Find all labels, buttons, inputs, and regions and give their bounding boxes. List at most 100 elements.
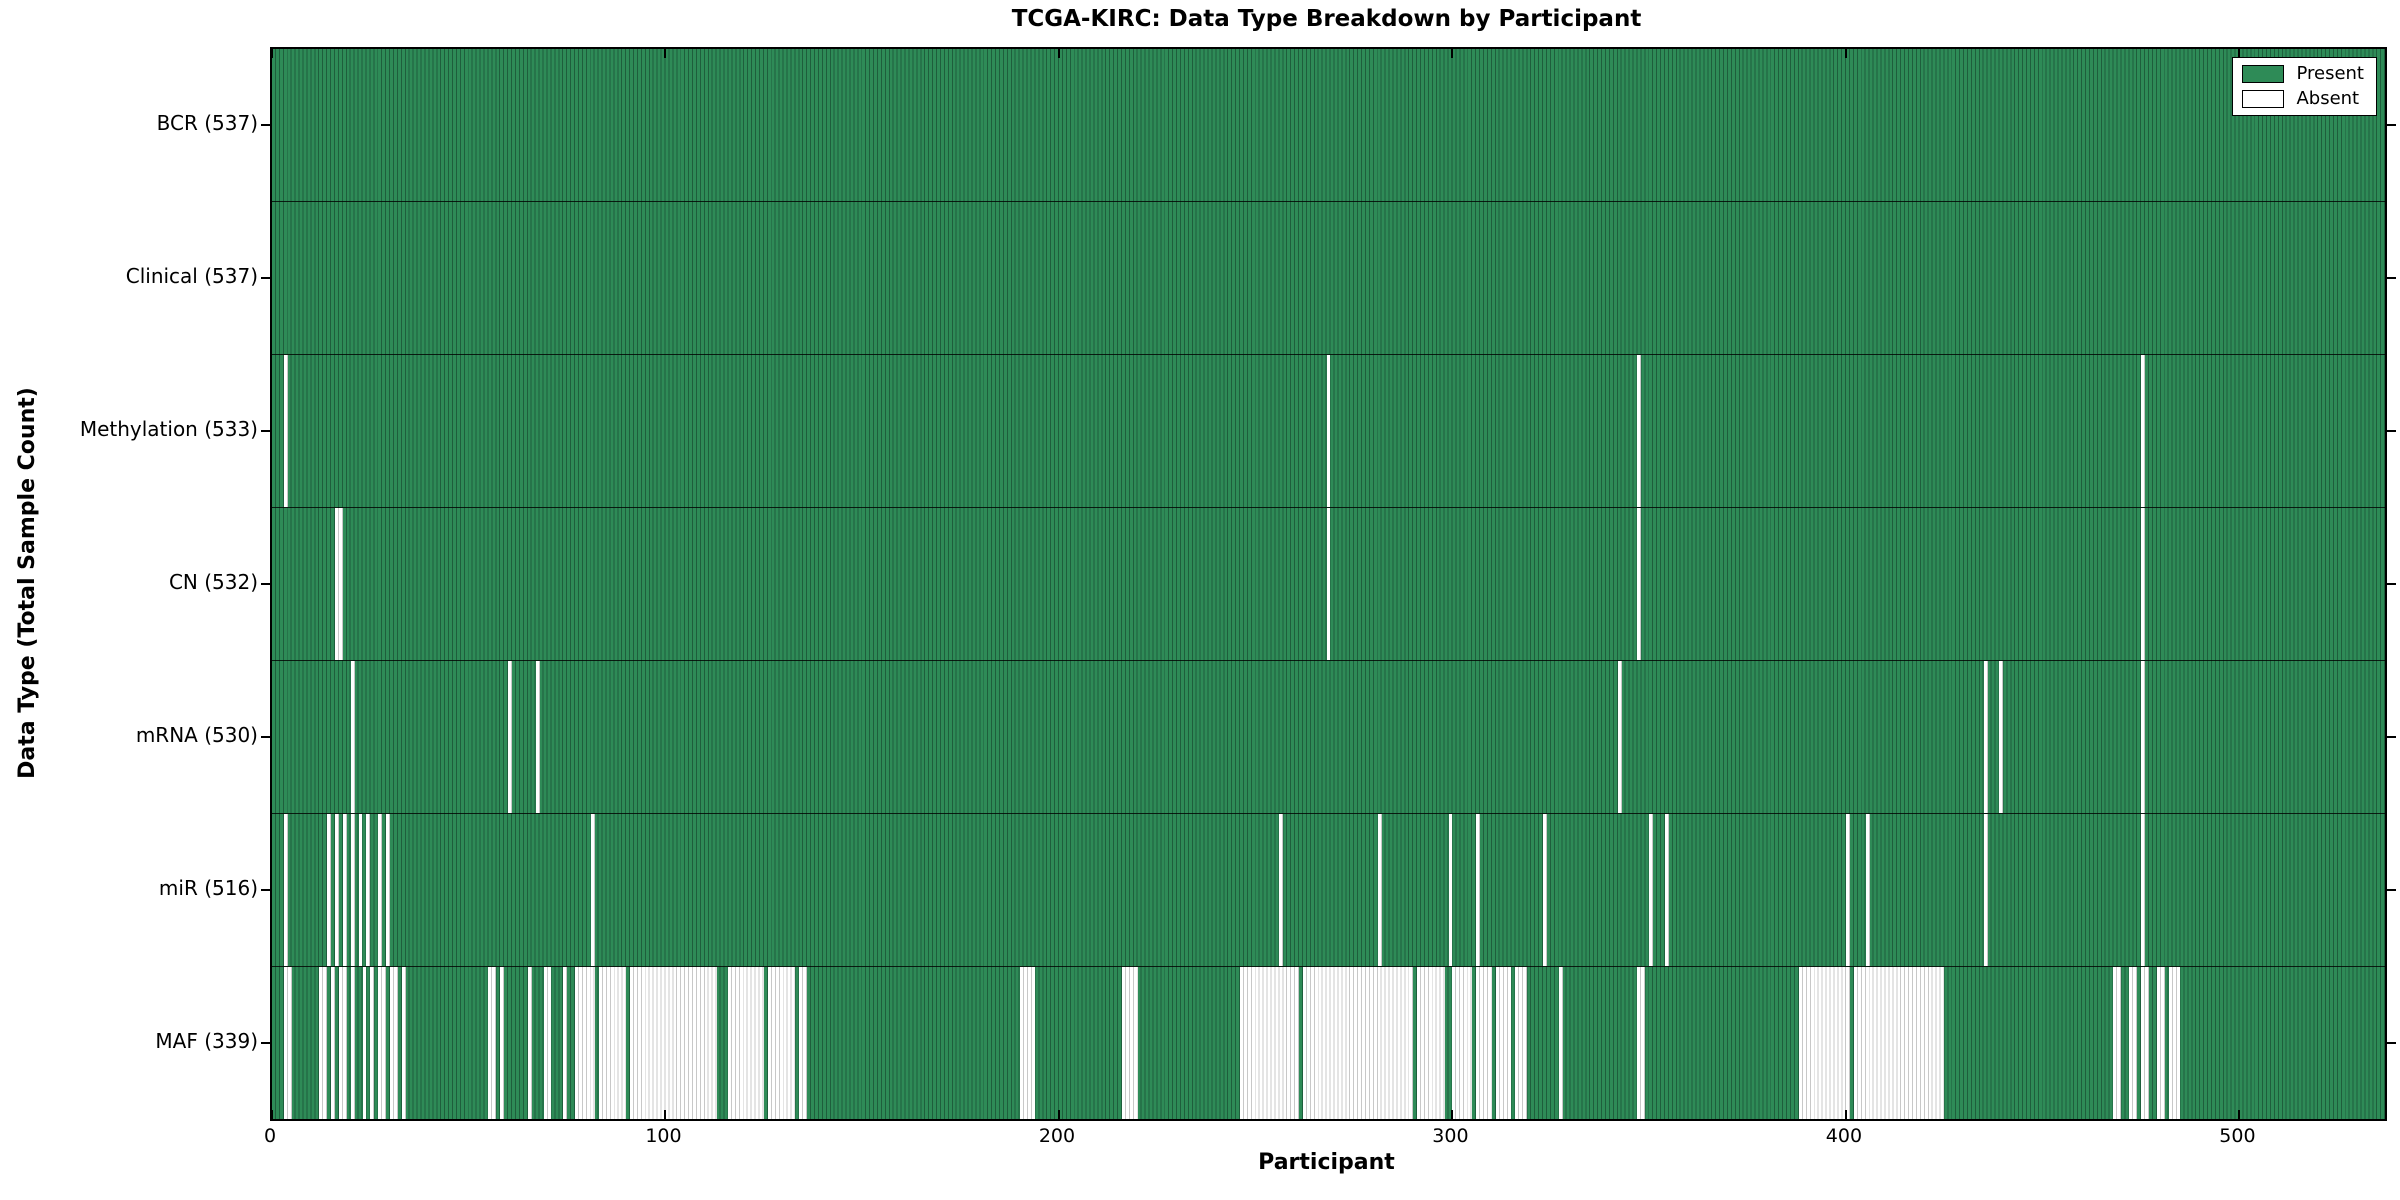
absent-span [2141,814,2145,966]
absent-span [1279,814,1284,966]
absent-span [1637,967,1646,1119]
absent-span [370,967,375,1119]
absent-span [590,814,595,966]
absent-span [1637,508,1642,660]
absent-span [2141,661,2145,813]
legend-label: Present [2296,63,2364,84]
y-tick-label-methylation: Methylation (533) [79,417,258,442]
x-tick-label: 200 [1038,1125,1076,1147]
absent-span [334,814,339,966]
absent-span [362,967,367,1119]
absent-span [1495,967,1512,1119]
presence-matrix [272,49,2385,1119]
y-tick-mark [2387,277,2396,280]
x-tick-mark [2238,1110,2241,1119]
absent-span [1664,814,1669,966]
absent-span [488,967,497,1119]
absent-span [535,661,540,813]
absent-span [1302,967,1414,1119]
legend-entry-present: Present [2242,65,2364,83]
absent-span [2168,967,2181,1119]
y-tick-mark [261,124,270,127]
x-tick-mark [1844,49,1847,58]
y-tick-label-mir: miR (516) [158,875,258,900]
absent-span [2141,508,2145,660]
absent-span [767,967,796,1119]
absent-span [1865,814,1870,966]
absent-span [1377,814,1382,966]
row-maf [272,966,2385,1119]
absent-span [342,814,347,966]
x-axis-label: Participant [1258,1150,1395,1175]
absent-span [598,967,627,1119]
y-tick-mark [2387,888,2396,891]
absent-span [378,814,383,966]
absent-span [283,814,288,966]
x-tick-label: 100 [645,1125,682,1147]
absent-span [1326,508,1331,660]
row-cn [272,507,2385,660]
absent-span [283,967,292,1119]
absent-span [1617,661,1622,813]
absent-span [1637,355,1642,507]
absent-span [1845,814,1850,966]
absent-span [799,967,808,1119]
absent-span [1417,967,1445,1119]
x-tick-mark [1451,49,1454,58]
x-tick-mark [1057,49,1060,58]
x-tick-mark [664,1110,667,1119]
absent-span [334,508,343,660]
absent-span [630,967,717,1119]
x-tick-label: 0 [263,1125,277,1147]
legend-swatch-absent [2242,90,2285,108]
plot-area: Present Absent [261,47,2396,1121]
y-tick-mark [261,277,270,280]
absent-span [390,967,398,1119]
y-tick-mark [2387,735,2396,738]
absent-span [1019,967,1036,1119]
x-tick-label: 400 [1825,1125,1863,1147]
absent-span [2113,967,2122,1119]
legend-swatch-present [2242,65,2285,83]
absent-span [1999,661,2004,813]
absent-span [1326,355,1331,507]
absent-span [1649,814,1654,966]
absent-span [350,814,355,966]
absent-span [1476,967,1492,1119]
absent-span [319,967,328,1119]
y-tick-mark [2387,1041,2396,1044]
absent-span [2156,967,2165,1119]
absent-span [1452,967,1473,1119]
absent-span [527,967,532,1119]
absent-span [283,355,288,507]
y-tick-mark [261,583,270,585]
y-tick-label-cn: CN (532) [168,570,258,594]
absent-span [1121,967,1138,1119]
absent-span [543,967,552,1119]
y-tick-mark [261,1041,270,1044]
absent-span [2141,967,2149,1119]
x-tick-label: 300 [1432,1125,1469,1147]
x-tick-mark [664,49,667,58]
y-tick-label-maf: MAF (339) [155,1028,258,1053]
absent-span [508,661,512,813]
absent-span [2129,967,2138,1119]
absent-span [401,967,406,1119]
y-tick-label-mrna: mRNA (530) [135,722,258,747]
absent-span [574,967,595,1119]
legend: Present Absent [2232,57,2377,116]
x-tick-mark [271,1110,273,1119]
row-mir [272,813,2385,966]
absent-span [327,814,331,966]
absent-span [500,967,505,1119]
absent-span [1983,661,1988,813]
row-mrna [272,660,2385,813]
legend-label: Absent [2296,88,2360,109]
row-clinical [272,201,2385,354]
absent-span [2141,355,2145,507]
absent-span [378,967,387,1119]
absent-span [563,967,568,1119]
y-tick-mark [2387,583,2396,585]
absent-span [358,814,363,966]
x-tick-mark [1057,1110,1060,1119]
